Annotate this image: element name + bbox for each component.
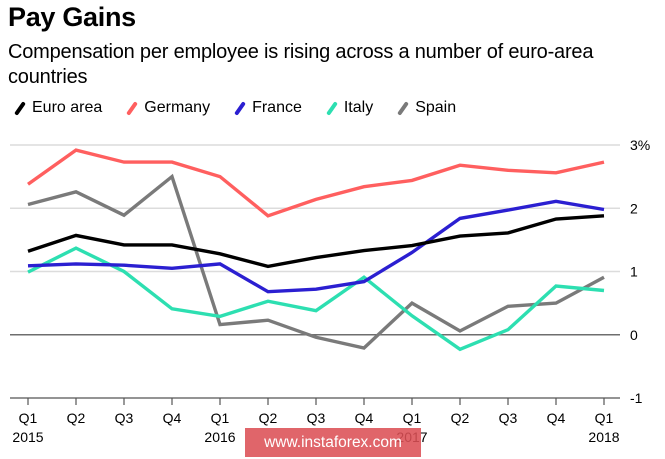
- x-tick-label-quarter: Q2: [451, 410, 470, 426]
- x-tick-label-year: 2016: [204, 429, 235, 445]
- x-tick-label-year: 2018: [588, 429, 619, 445]
- chart-subtitle: Compensation per employee is rising acro…: [8, 41, 594, 88]
- x-tick-label-quarter: Q1: [403, 410, 422, 426]
- watermark: www.instaforex.com: [245, 428, 421, 457]
- chart-title: Pay Gains: [8, 2, 136, 32]
- x-tick-label-year: 2015: [12, 429, 43, 445]
- legend-label: Italy: [343, 99, 374, 116]
- y-tick-label: 0: [630, 327, 638, 343]
- legend-item-spain: Spain: [397, 99, 456, 117]
- y-tick-label: 2: [630, 200, 638, 216]
- x-tick-label-quarter: Q2: [67, 410, 86, 426]
- series-line-italy: [27, 246, 605, 352]
- x-tick-label-quarter: Q2: [259, 410, 278, 426]
- series-line-france: [27, 199, 605, 294]
- y-tick-label: 3%: [630, 137, 650, 153]
- legend-item-germany: Germany: [126, 99, 210, 117]
- series-line-spain: [27, 173, 605, 350]
- x-tick-label-quarter: Q1: [211, 410, 230, 426]
- x-tick-label-quarter: Q4: [163, 410, 182, 426]
- legend-label: Spain: [415, 99, 457, 116]
- y-tick-label: 1: [630, 264, 638, 280]
- legend-label: Euro area: [32, 99, 103, 116]
- legend-label: Germany: [144, 99, 211, 116]
- x-tick-label-quarter: Q1: [19, 410, 38, 426]
- series-line-euro-area: [27, 214, 605, 269]
- legend-label: France: [252, 99, 302, 116]
- y-tick-label: -1: [630, 390, 643, 406]
- x-tick-label-quarter: Q4: [547, 410, 566, 426]
- x-tick-label-quarter: Q3: [307, 410, 326, 426]
- x-tick-label-quarter: Q3: [499, 410, 518, 426]
- legend-item-france: France: [234, 99, 302, 117]
- series-line-germany: [27, 148, 605, 218]
- x-tick-label-quarter: Q3: [115, 410, 134, 426]
- legend: Euro area Germany France Italy Spain: [14, 99, 480, 117]
- legend-item-italy: Italy: [325, 99, 374, 117]
- legend-item-euro-area: Euro area: [14, 99, 102, 117]
- x-tick-label-quarter: Q1: [595, 410, 614, 426]
- x-tick-label-quarter: Q4: [355, 410, 374, 426]
